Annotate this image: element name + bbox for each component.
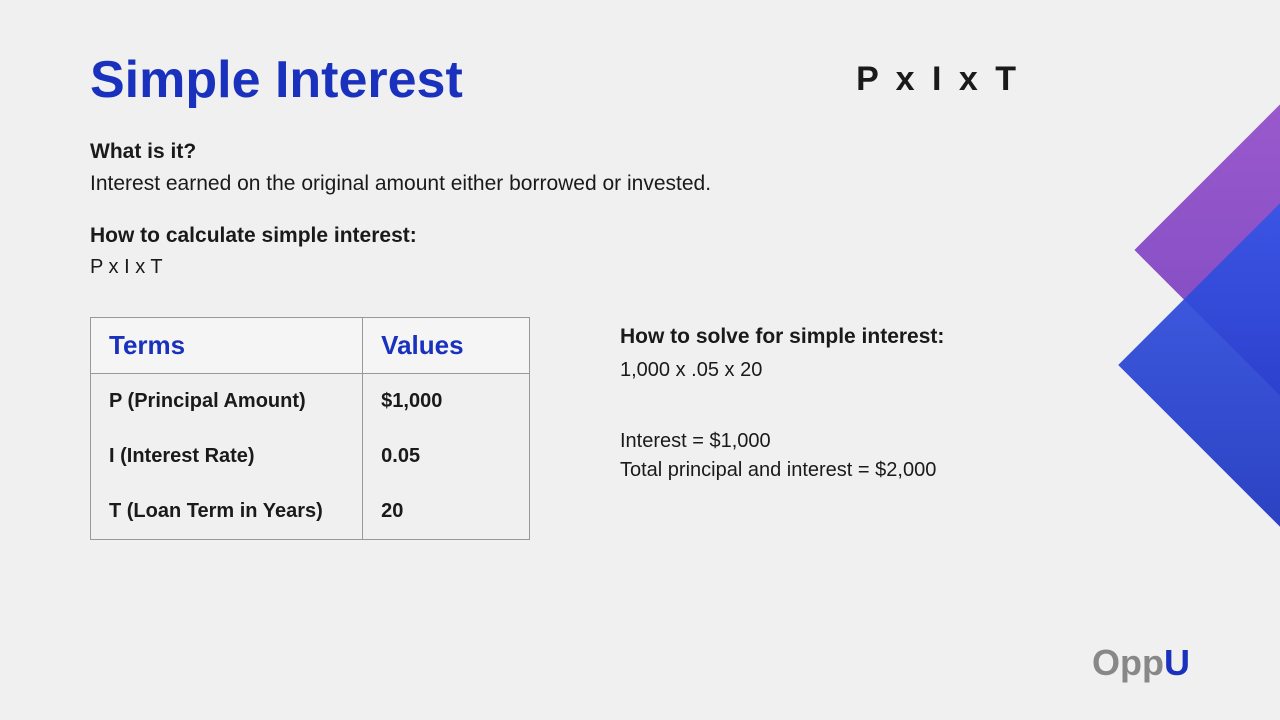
slide-container: Simple Interest P x I x T What is it? In… — [0, 0, 1280, 720]
what-is-it-heading: What is it? — [90, 140, 1190, 164]
table-cell-value: $1,000 — [363, 374, 530, 430]
how-to-calculate-section: How to calculate simple interest: P x I … — [90, 224, 1190, 279]
result-interest: Interest = $1,000 — [620, 430, 944, 453]
table-cell-term: P (Principal Amount) — [91, 374, 363, 430]
table-cell-term: I (Interest Rate) — [91, 429, 363, 484]
table-cell-value: 20 — [363, 484, 530, 540]
logo-opp-text: Opp — [1092, 642, 1164, 683]
table-row: T (Loan Term in Years) 20 — [91, 484, 530, 540]
result-total: Total principal and interest = $2,000 — [620, 459, 944, 482]
terms-table: Terms Values P (Principal Amount) $1,000… — [90, 317, 530, 540]
oppu-logo: OppU — [1092, 642, 1190, 684]
solve-heading: How to solve for simple interest: — [620, 325, 944, 349]
table-header-terms: Terms — [91, 318, 363, 374]
table-row: P (Principal Amount) $1,000 — [91, 374, 530, 430]
table-cell-value: 0.05 — [363, 429, 530, 484]
what-is-it-section: What is it? Interest earned on the origi… — [90, 140, 1190, 196]
what-is-it-text: Interest earned on the original amount e… — [90, 172, 1190, 196]
solve-formula: 1,000 x .05 x 20 — [620, 359, 944, 382]
slide-title: Simple Interest — [90, 50, 1190, 110]
table-header-row: Terms Values — [91, 318, 530, 374]
formula-header: P x I x T — [856, 60, 1020, 99]
table-header-values: Values — [363, 318, 530, 374]
content-row: Terms Values P (Principal Amount) $1,000… — [90, 317, 1190, 540]
table-cell-term: T (Loan Term in Years) — [91, 484, 363, 540]
logo-u-text: U — [1164, 642, 1190, 683]
table-row: I (Interest Rate) 0.05 — [91, 429, 530, 484]
how-to-calculate-formula: P x I x T — [90, 256, 1190, 279]
how-to-calculate-heading: How to calculate simple interest: — [90, 224, 1190, 248]
solve-section: How to solve for simple interest: 1,000 … — [620, 317, 944, 488]
